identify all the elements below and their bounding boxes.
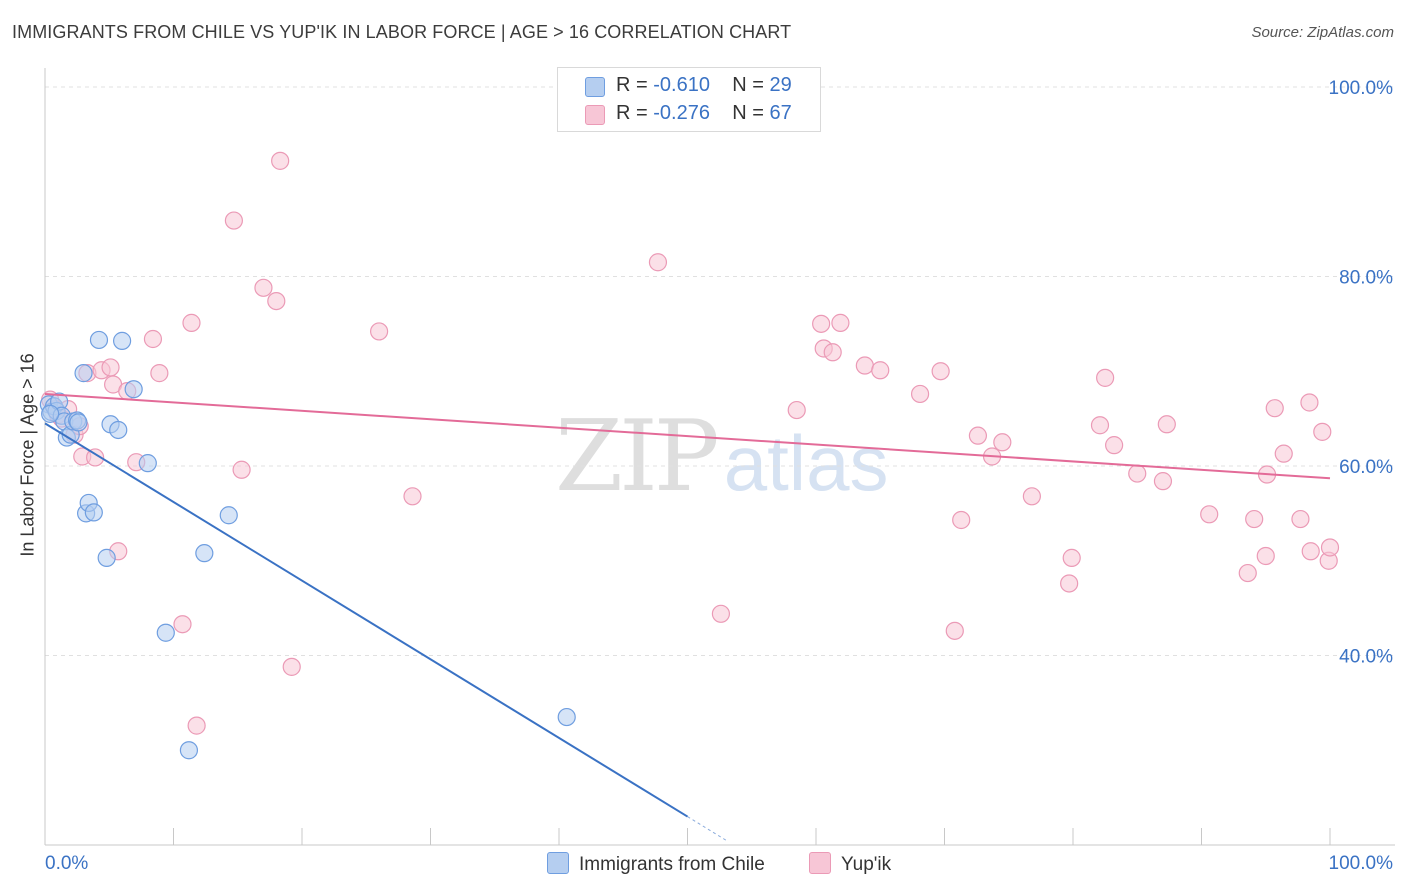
point-yupik bbox=[1301, 542, 1320, 561]
source-label: Source: ZipAtlas.com bbox=[1251, 24, 1394, 41]
point-yupik bbox=[224, 211, 243, 230]
legend-pink-n-label: N = bbox=[732, 102, 770, 124]
chart-title: IMMIGRANTS FROM CHILE VS YUP'IK IN LABOR… bbox=[12, 22, 792, 42]
point-yupik bbox=[871, 361, 890, 380]
point-chile bbox=[97, 548, 116, 567]
point-yupik bbox=[831, 313, 850, 332]
x-tick-label: 100.0% bbox=[1329, 853, 1394, 874]
y-tick-label: 80.0% bbox=[1339, 267, 1393, 288]
point-yupik bbox=[232, 460, 251, 479]
point-chile bbox=[41, 404, 60, 423]
watermark-atlas: atlas bbox=[723, 419, 889, 507]
point-yupik bbox=[1105, 436, 1124, 455]
point-yupik bbox=[267, 292, 286, 311]
legend-blue-n-value: 29 bbox=[769, 74, 792, 96]
bottom-legend-blue-label: Immigrants from Chile bbox=[579, 854, 765, 875]
point-yupik bbox=[823, 343, 842, 362]
legend-blue-r-value: -0.610 bbox=[653, 74, 710, 96]
point-yupik bbox=[173, 615, 192, 634]
legend-blue-n-label: N = bbox=[732, 74, 770, 96]
point-yupik bbox=[711, 604, 731, 623]
point-yupik bbox=[143, 329, 163, 349]
watermark: ZIP atlas bbox=[555, 400, 889, 514]
point-chile bbox=[112, 331, 132, 350]
point-chile bbox=[124, 380, 143, 399]
point-chile bbox=[219, 506, 238, 525]
point-yupik bbox=[86, 448, 105, 467]
correlation-legend: R = -0.610 N = 29 R = -0.276 N = 67 bbox=[557, 67, 821, 132]
point-yupik bbox=[1090, 416, 1110, 435]
point-chile bbox=[156, 623, 175, 642]
bottom-legend-swatch-pink bbox=[809, 852, 831, 874]
point-yupik bbox=[1096, 368, 1115, 387]
point-chile bbox=[195, 544, 214, 563]
x-tick-label: 0.0% bbox=[45, 853, 88, 874]
point-chile bbox=[557, 707, 576, 727]
point-yupik bbox=[910, 384, 930, 404]
point-yupik bbox=[1300, 393, 1319, 412]
point-yupik bbox=[1274, 444, 1293, 463]
bottom-legend-pink-label: Yup'ik bbox=[841, 854, 892, 875]
point-yupik bbox=[945, 621, 964, 640]
point-chile bbox=[74, 364, 93, 383]
trendline-yupik bbox=[44, 392, 1331, 480]
point-chile bbox=[69, 413, 88, 432]
point-yupik bbox=[271, 151, 290, 170]
point-yupik bbox=[150, 364, 169, 383]
point-yupik bbox=[1238, 563, 1257, 583]
point-chile bbox=[84, 503, 103, 522]
trendline-extension-chile bbox=[687, 816, 727, 841]
point-yupik bbox=[648, 253, 668, 272]
bottom-legend-pink: Yup'ik bbox=[809, 852, 891, 876]
point-yupik bbox=[1153, 472, 1173, 491]
point-yupik bbox=[931, 362, 950, 381]
point-yupik bbox=[403, 487, 422, 506]
y-tick-label: 100.0% bbox=[1329, 78, 1394, 99]
legend-swatch-pink bbox=[585, 105, 605, 125]
point-yupik bbox=[952, 510, 971, 530]
point-yupik bbox=[101, 358, 120, 377]
legend-pink-n-value: 67 bbox=[769, 102, 792, 124]
point-yupik bbox=[282, 657, 301, 676]
point-yupik bbox=[1060, 574, 1079, 593]
point-yupik bbox=[254, 278, 273, 297]
point-yupik bbox=[1157, 415, 1176, 434]
bottom-legend-swatch-blue bbox=[547, 852, 569, 874]
point-yupik bbox=[1291, 509, 1310, 529]
point-yupik bbox=[1022, 487, 1041, 506]
point-yupik bbox=[993, 433, 1012, 452]
watermark-zip: ZIP bbox=[555, 400, 720, 514]
legend-swatch-blue bbox=[585, 77, 605, 97]
point-chile bbox=[89, 330, 109, 350]
legend-pink-r-label: R = bbox=[616, 102, 654, 124]
point-yupik bbox=[1313, 422, 1332, 441]
point-yupik bbox=[1256, 546, 1275, 566]
point-yupik bbox=[1200, 505, 1219, 524]
point-yupik bbox=[787, 400, 806, 420]
point-chile bbox=[179, 741, 199, 760]
point-yupik bbox=[370, 322, 389, 341]
y-axis-label: In Labor Force | Age > 16 bbox=[17, 353, 38, 557]
point-chile bbox=[138, 454, 157, 473]
y-tick-label: 40.0% bbox=[1339, 646, 1393, 667]
point-yupik bbox=[1128, 464, 1147, 483]
bottom-legend-blue: Immigrants from Chile bbox=[547, 852, 765, 876]
point-yupik bbox=[182, 313, 201, 332]
point-yupik bbox=[968, 426, 988, 445]
y-tick-label: 60.0% bbox=[1339, 457, 1393, 478]
point-chile bbox=[109, 420, 128, 440]
legend-pink-r-value: -0.276 bbox=[653, 102, 710, 124]
point-yupik bbox=[812, 314, 831, 333]
point-yupik bbox=[187, 716, 206, 735]
point-yupik bbox=[855, 356, 874, 375]
point-yupik bbox=[1265, 399, 1284, 418]
trendline-chile bbox=[44, 422, 689, 818]
point-yupik bbox=[1245, 509, 1264, 529]
legend-blue-r-label: R = bbox=[616, 74, 654, 96]
point-yupik bbox=[1062, 548, 1081, 567]
point-yupik bbox=[1320, 538, 1340, 557]
